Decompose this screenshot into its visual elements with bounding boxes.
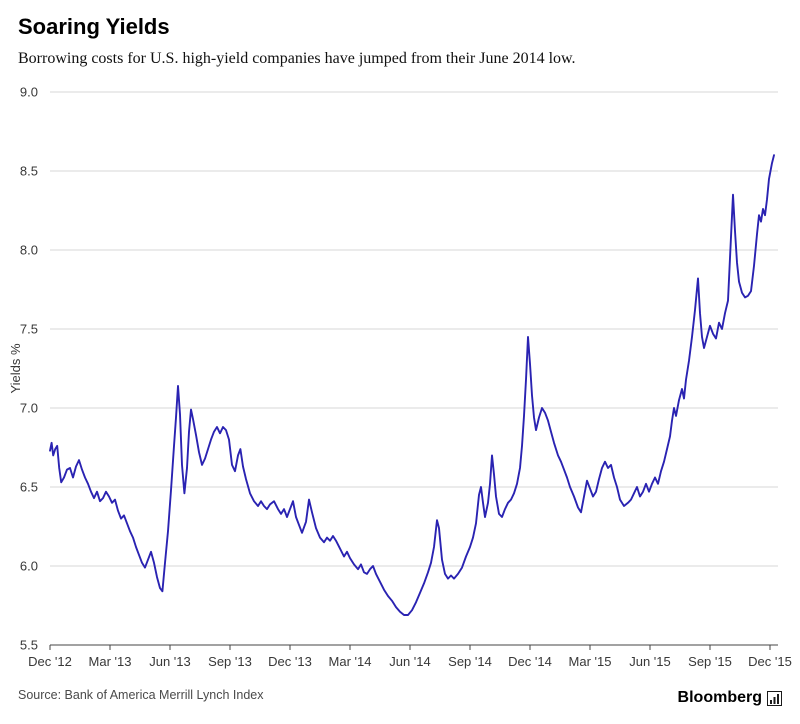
x-tick-label: Jun '15 <box>629 654 671 669</box>
y-tick-label: 9.0 <box>20 85 38 100</box>
chart-subtitle: Borrowing costs for U.S. high-yield comp… <box>18 50 576 67</box>
x-tick-label: Dec '13 <box>268 654 312 669</box>
y-tick-label: 6.0 <box>20 559 38 574</box>
y-tick-label: 7.5 <box>20 322 38 337</box>
y-axis-title: Yields % <box>8 343 23 394</box>
x-tick-label: Mar '14 <box>329 654 372 669</box>
yield-line-chart: 5.5 6.0 6.5 7.0 7.5 8.0 8.5 9.0 Dec '12 Mar '13 Ju… <box>8 85 792 670</box>
y-tick-label: 5.5 <box>20 638 38 653</box>
yield-line-series <box>49 154 775 616</box>
x-tick-label: Sep '13 <box>208 654 252 669</box>
page-title: Soaring Yields <box>18 14 170 39</box>
source-note: Source: Bank of America Merrill Lynch In… <box>18 688 264 702</box>
y-tick-label: 6.5 <box>20 480 38 495</box>
y-tick-label: 8.0 <box>20 243 38 258</box>
x-tick-label: Sep '15 <box>688 654 732 669</box>
y-tick-label: 8.5 <box>20 164 38 179</box>
x-tick-label: Mar '15 <box>569 654 612 669</box>
bloomberg-brand: Bloomberg <box>678 690 782 706</box>
x-tick-label: Dec '12 <box>28 654 72 669</box>
x-tick-label: Jun '13 <box>149 654 191 669</box>
x-tick-label: Sep '14 <box>448 654 492 669</box>
x-tick-label: Mar '13 <box>89 654 132 669</box>
y-tick-label: 7.0 <box>20 401 38 416</box>
x-tick-label: Jun '14 <box>389 654 431 669</box>
bloomberg-wordmark: Bloomberg <box>677 689 762 706</box>
x-tick-label: Dec '15 <box>748 654 792 669</box>
bar-chart-icon <box>767 691 782 706</box>
x-tick-label: Dec '14 <box>508 654 552 669</box>
